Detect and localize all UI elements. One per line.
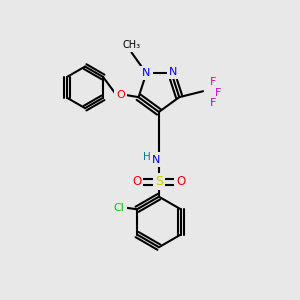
Text: H: H (143, 152, 151, 161)
Text: S: S (155, 175, 163, 188)
Text: F: F (210, 98, 217, 108)
Text: N: N (142, 68, 151, 78)
Text: N: N (152, 154, 160, 164)
Text: F: F (215, 88, 221, 98)
Text: F: F (210, 77, 217, 87)
Text: O: O (116, 90, 125, 100)
Text: O: O (177, 175, 186, 188)
Text: CH₃: CH₃ (122, 40, 140, 50)
Text: O: O (132, 175, 141, 188)
Text: N: N (169, 68, 177, 77)
Text: Cl: Cl (114, 203, 124, 213)
